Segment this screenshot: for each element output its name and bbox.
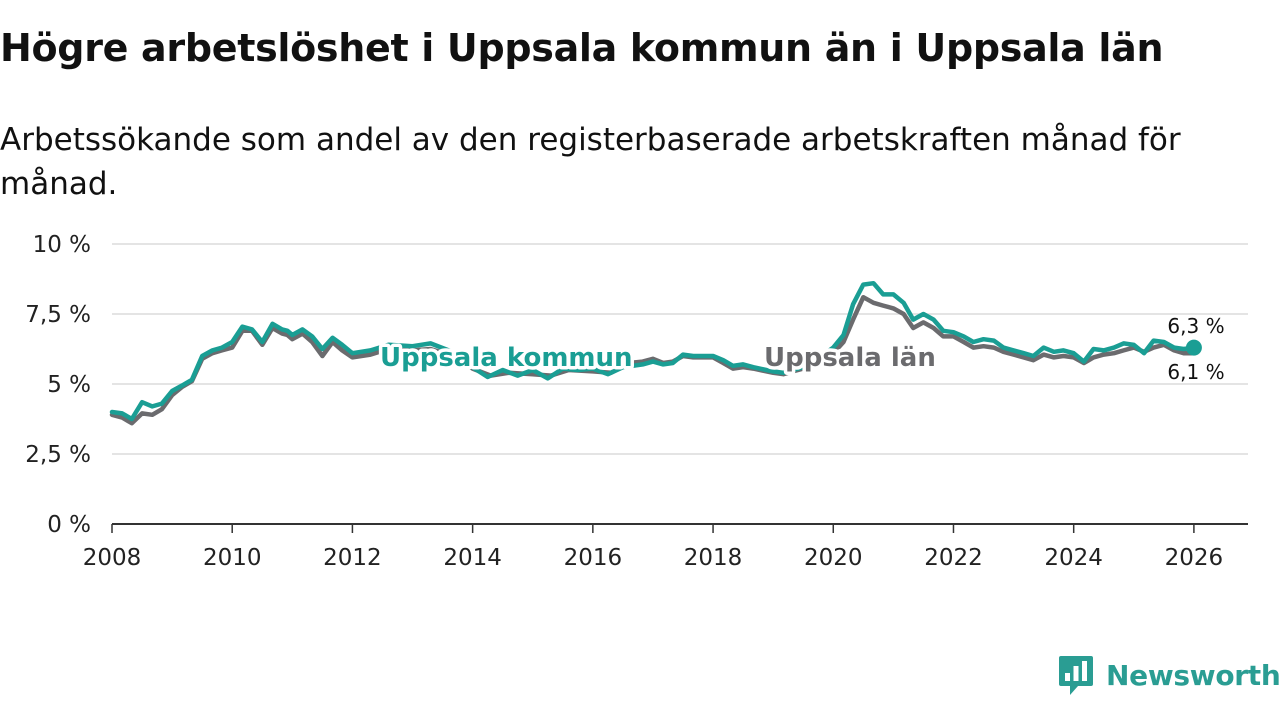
series-line-uppsala-kommun: [109, 280, 1197, 422]
x-tick-label: 2020: [804, 545, 863, 571]
chart-subtitle: Arbetssökande som andel av den registerb…: [0, 122, 1181, 202]
chart-bubble-icon: [1059, 656, 1093, 695]
x-tick-label: 2014: [443, 545, 502, 571]
x-axis: 2008 2010 2012 2014 2016 2018 2020 2022 2024 2026: [83, 523, 1248, 571]
chart-title: Högre arbetslöshet i Uppsala kommun än i…: [0, 26, 1164, 70]
series-end-dot: [1185, 339, 1202, 356]
x-tick-label: 2008: [83, 545, 142, 571]
x-tick-label: 2016: [564, 545, 623, 571]
series-lines: [109, 280, 1202, 426]
x-tick-label: 2010: [203, 545, 262, 571]
end-label-uppsala-kommun: 6,3 %: [1167, 314, 1224, 338]
end-label-uppsala-lan: 6,1 %: [1167, 360, 1224, 384]
y-tick-label: 0 %: [47, 512, 91, 538]
series-labels: Uppsala kommun Uppsala län 6,3 % 6,1 %: [377, 314, 1225, 384]
y-axis-ticks: 0 % 2,5 % 5 % 7,5 % 10 %: [25, 232, 91, 538]
x-tick-label: 2026: [1165, 545, 1224, 571]
y-tick-label: 5 %: [47, 372, 91, 398]
newsworthy-logo: Newsworthy: [1058, 654, 1280, 696]
y-tick-label: 10 %: [33, 232, 91, 258]
x-tick-label: 2024: [1044, 545, 1103, 571]
y-tick-label: 7,5 %: [25, 302, 91, 328]
x-tick-label: 2022: [924, 545, 983, 571]
series-label-uppsala-lan: Uppsala län: [764, 343, 936, 373]
brand-name: Newsworthy: [1106, 658, 1280, 692]
gridlines: [112, 243, 1248, 455]
x-tick-label: 2018: [684, 545, 743, 571]
x-tick-label: 2012: [323, 545, 382, 571]
series-label-uppsala-kommun: Uppsala kommun: [380, 343, 633, 373]
y-tick-label: 2,5 %: [25, 442, 91, 468]
